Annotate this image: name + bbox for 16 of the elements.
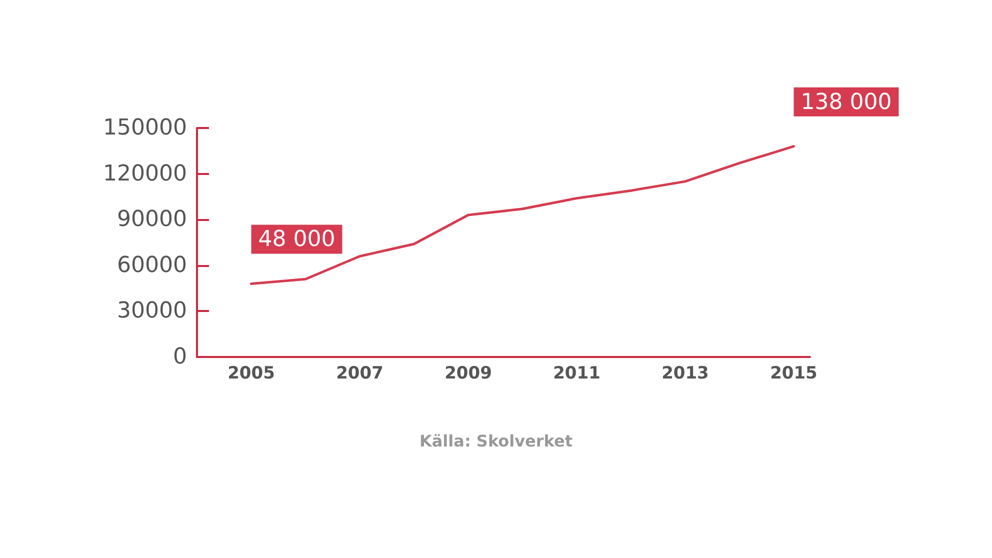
x-tick-label: 2005	[228, 364, 275, 384]
annotation: 138 000	[800, 90, 892, 115]
x-tick-label: 2009	[444, 364, 492, 384]
x-tick-label: 2013	[662, 364, 709, 384]
x-tick-label: 2007	[336, 364, 384, 384]
y-tick-label: 60000	[117, 252, 187, 278]
y-tick-label: 30000	[117, 298, 187, 324]
annotation: 48 000	[258, 227, 336, 252]
y-tick-label: 90000	[117, 207, 187, 232]
text: Källa: Skolverket	[419, 432, 573, 450]
x-tick-label: 2015	[770, 364, 818, 384]
line-series	[250, 145, 795, 285]
x-tick-label: 2011	[553, 364, 600, 384]
y-tick-label: 150000	[103, 116, 187, 140]
y-tick-label: 0	[173, 344, 187, 370]
y-tick-label: 120000	[103, 161, 187, 186]
